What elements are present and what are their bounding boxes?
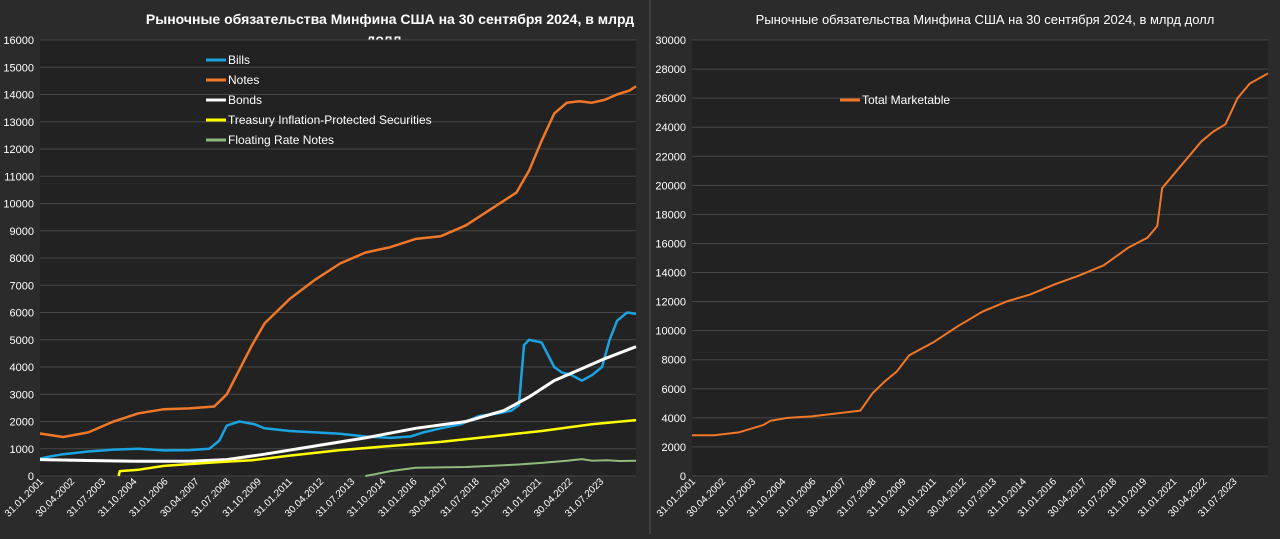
right-y-tick-label: 24000: [655, 122, 686, 134]
left-legend-label: Bills: [228, 53, 250, 67]
left-chart-panel: Рыночные обязательства Минфина США на 30…: [3, 11, 637, 520]
left-y-tick-label: 6000: [10, 308, 34, 320]
right-y-tick-label: 16000: [655, 238, 686, 250]
right-y-tick-label: 10000: [655, 326, 686, 338]
right-y-tick-label: 0: [680, 471, 686, 483]
left-series-line-0: [39, 311, 637, 460]
left-y-tick-label: 7000: [10, 280, 34, 292]
left-series-line-3: [117, 418, 637, 477]
left-y-tick-label: 0: [28, 471, 34, 483]
right-chart-title: Рыночные обязательства Минфина США на 30…: [756, 12, 1215, 27]
right-legend-label: Total Marketable: [862, 93, 950, 107]
left-y-tick-label: 9000: [10, 226, 34, 238]
right-series-line-0: [692, 72, 1269, 437]
left-y-tick-label: 10000: [3, 199, 34, 211]
left-y-tick-label: 8000: [10, 253, 34, 265]
right-y-tick-label: 18000: [655, 209, 686, 221]
left-series-line-2: [39, 345, 637, 463]
left-legend-label: Bonds: [228, 93, 262, 107]
right-y-tick-label: 30000: [655, 35, 686, 47]
right-y-tick-label: 2000: [662, 442, 686, 454]
left-series-line-4: [365, 458, 637, 477]
right-y-tick-label: 12000: [655, 297, 686, 309]
right-y-tick-label: 6000: [662, 384, 686, 396]
right-y-tick-label: 14000: [655, 268, 686, 280]
left-y-tick-label: 3000: [10, 389, 34, 401]
right-y-tick-label: 8000: [662, 355, 686, 367]
left-series-line-1: [39, 85, 637, 439]
right-y-tick-label: 4000: [662, 413, 686, 425]
right-chart-panel: Рыночные обязательства Минфина США на 30…: [655, 12, 1269, 520]
right-y-tick-label: 28000: [655, 64, 686, 76]
left-y-tick-label: 2000: [10, 417, 34, 429]
left-y-tick-label: 12000: [3, 144, 34, 156]
right-y-tick-label: 22000: [655, 151, 686, 163]
left-y-tick-label: 11000: [4, 171, 34, 183]
left-y-tick-label: 13000: [3, 117, 34, 129]
left-y-tick-label: 1000: [10, 444, 34, 456]
right-y-tick-label: 20000: [655, 180, 686, 192]
left-legend-label: Notes: [228, 73, 259, 87]
left-y-tick-label: 16000: [3, 35, 34, 47]
right-y-tick-label: 26000: [655, 93, 686, 105]
left-y-tick-label: 4000: [10, 362, 34, 374]
left-y-tick-label: 15000: [3, 62, 34, 74]
right-plot-area: [692, 40, 1268, 476]
left-chart-title-line1: Рыночные обязательства Минфина США на 30…: [146, 11, 634, 27]
left-legend-label: Treasury Inflation-Protected Securities: [228, 113, 432, 127]
left-legend-label: Floating Rate Notes: [228, 133, 334, 147]
left-y-tick-label: 5000: [10, 335, 34, 347]
left-y-tick-label: 14000: [3, 90, 34, 102]
